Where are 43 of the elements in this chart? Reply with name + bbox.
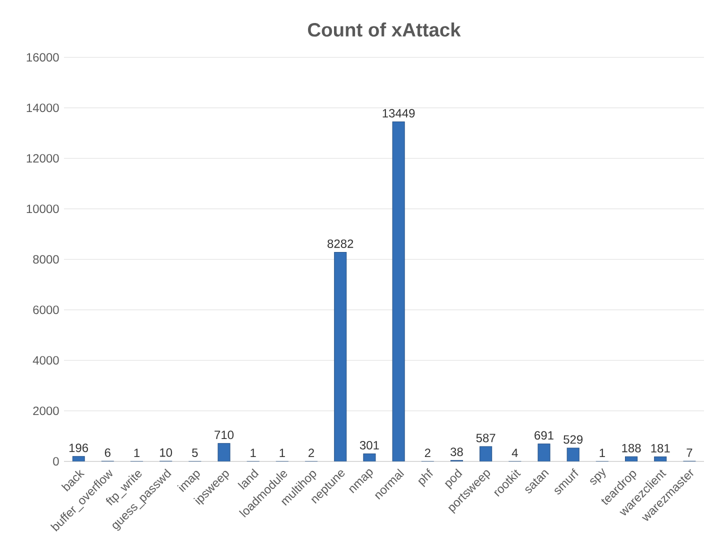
data-label: 196 [69,444,88,452]
data-label: 181 [651,444,670,453]
data-label: 38 [450,448,463,456]
y-tick-label: 0 [53,457,59,466]
data-label: 7 [686,448,692,457]
chart-title: Count of xAttack [308,22,461,37]
y-tick-label: 16000 [26,53,59,62]
data-label: 1 [600,448,605,458]
bar [218,443,230,462]
data-label: 2 [424,448,430,458]
y-tick-label: 2000 [33,406,59,416]
data-label: 5 [192,448,198,457]
bar [72,456,85,462]
data-label: 188 [622,444,641,452]
data-label: 301 [360,440,379,450]
y-tick-label: 12000 [26,154,59,163]
data-label: 529 [564,435,583,444]
bar [654,456,667,462]
bar [625,456,638,462]
y-tick-label: 14000 [26,104,59,112]
data-label: 2 [308,448,314,458]
data-label: 691 [534,431,554,440]
data-label: 4 [512,448,518,457]
bar [363,453,376,462]
bar [480,446,492,462]
data-label: 1 [250,448,256,458]
data-label: 10 [160,448,172,457]
x-tick-label: phf [418,468,433,488]
bar [538,444,550,462]
data-label: 6 [104,448,110,457]
bar [566,448,580,462]
bar [334,252,347,462]
data-label: 710 [214,430,234,440]
bar [392,121,405,462]
y-tick-label: 10000 [26,204,59,214]
data-label: 587 [476,434,496,442]
y-tick-label: 6000 [33,306,59,314]
y-tick-label: 8000 [33,255,59,264]
y-tick-label: 4000 [32,356,59,365]
data-label: 1 [134,448,140,458]
data-label: 13449 [382,108,415,118]
data-label: 8282 [328,239,354,248]
data-label: 1 [280,448,285,458]
